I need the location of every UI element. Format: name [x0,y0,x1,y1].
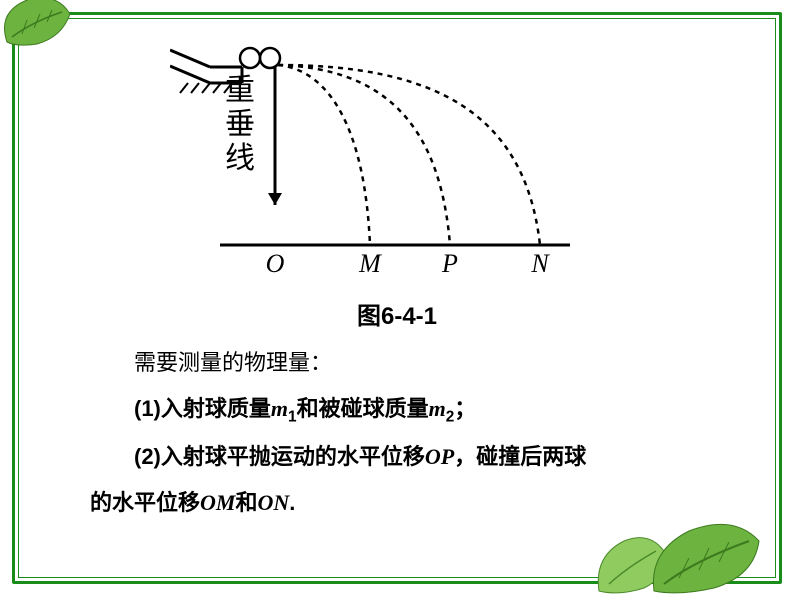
physics-diagram: 重垂线 O M P N [170,40,590,290]
svg-text:P: P [441,249,458,278]
leaf-top-left-icon [0,0,82,62]
measure-item-1: (1)入射球质量m1和被碰球质量m2； [90,386,704,434]
svg-text:M: M [358,249,382,278]
figure-label: 图6-4-1 [0,296,794,331]
leaf-bottom-right-icon [594,496,764,596]
svg-text:垂: 垂 [225,108,255,141]
measure-intro: 需要测量的物理量： [90,340,704,386]
svg-text:N: N [530,249,550,278]
svg-text:O: O [266,249,285,278]
measure-item-2-line1: (2)入射球平抛运动的水平位移OP，碰撞后两球 [90,434,704,480]
svg-text:重: 重 [225,74,255,107]
svg-text:线: 线 [225,142,255,175]
